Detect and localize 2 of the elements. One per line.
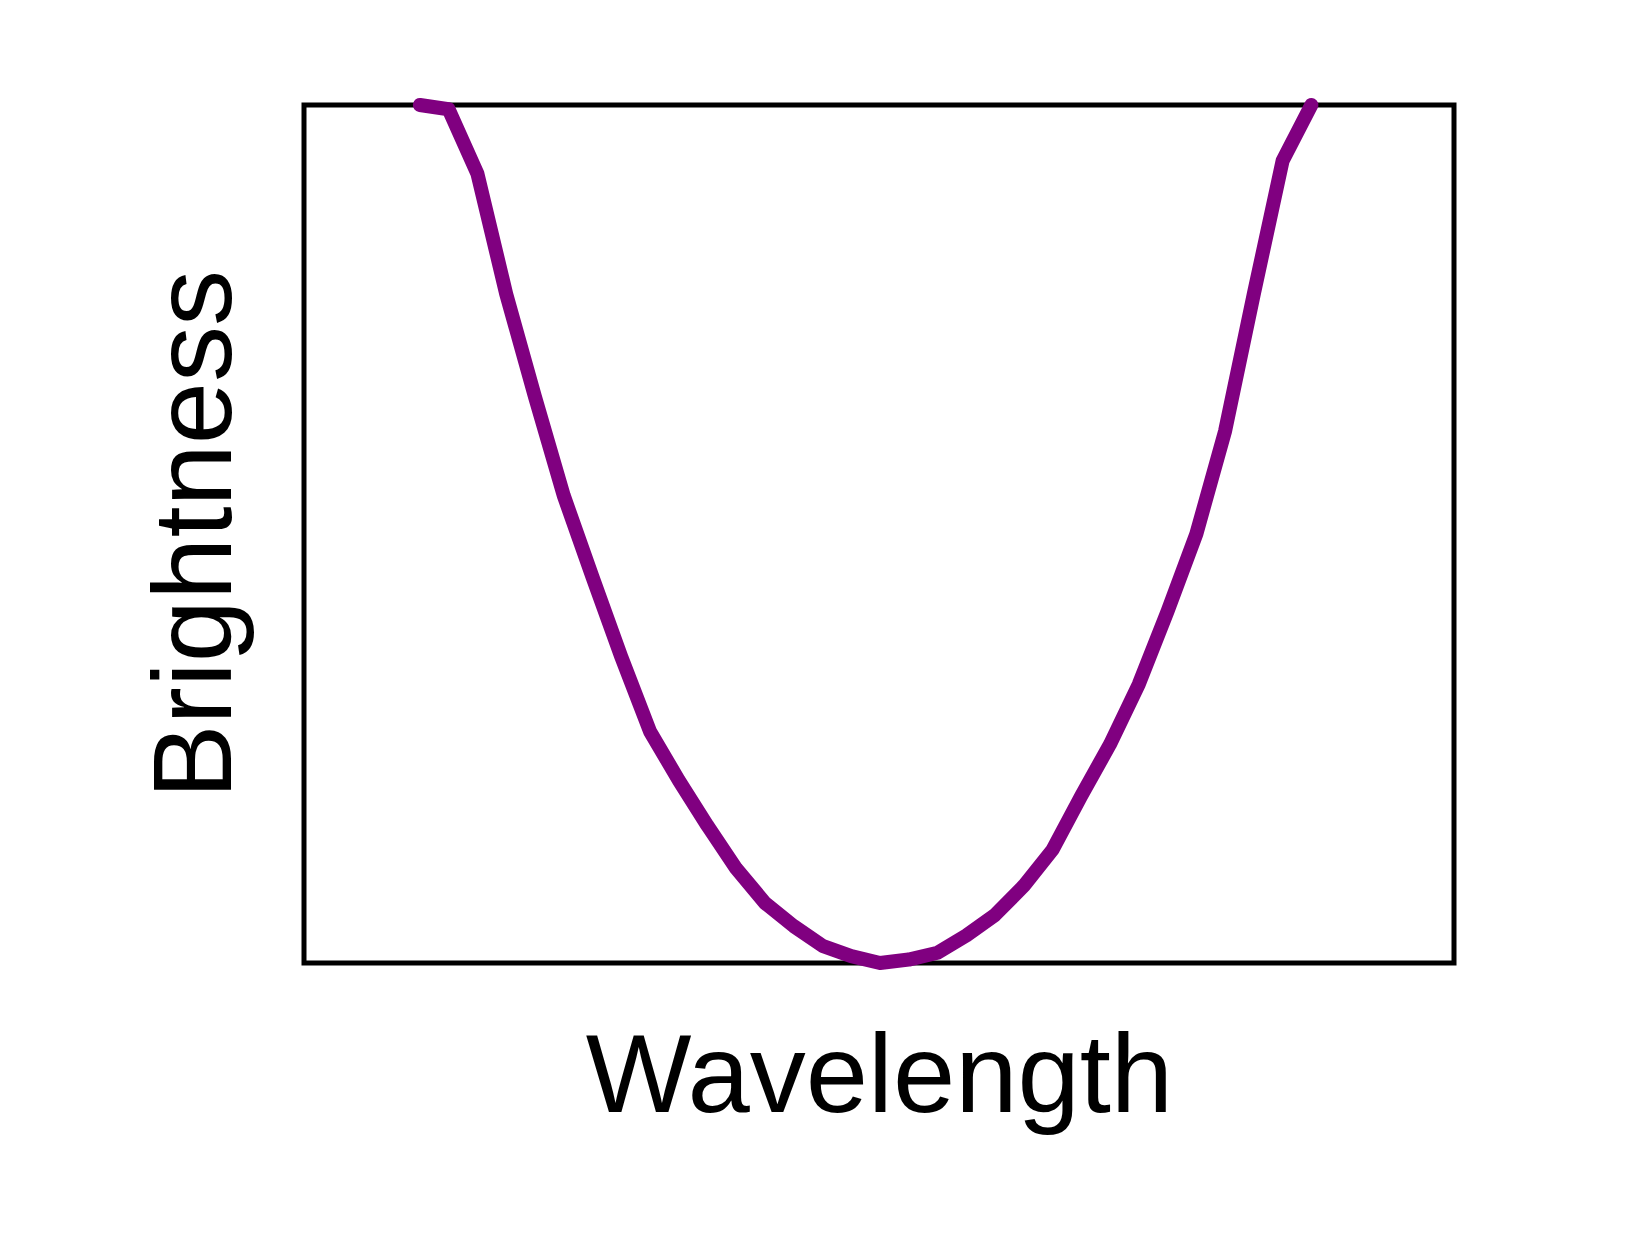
x-axis-title: Wavelength: [585, 1010, 1174, 1136]
y-axis-title: Brightness: [129, 269, 255, 800]
